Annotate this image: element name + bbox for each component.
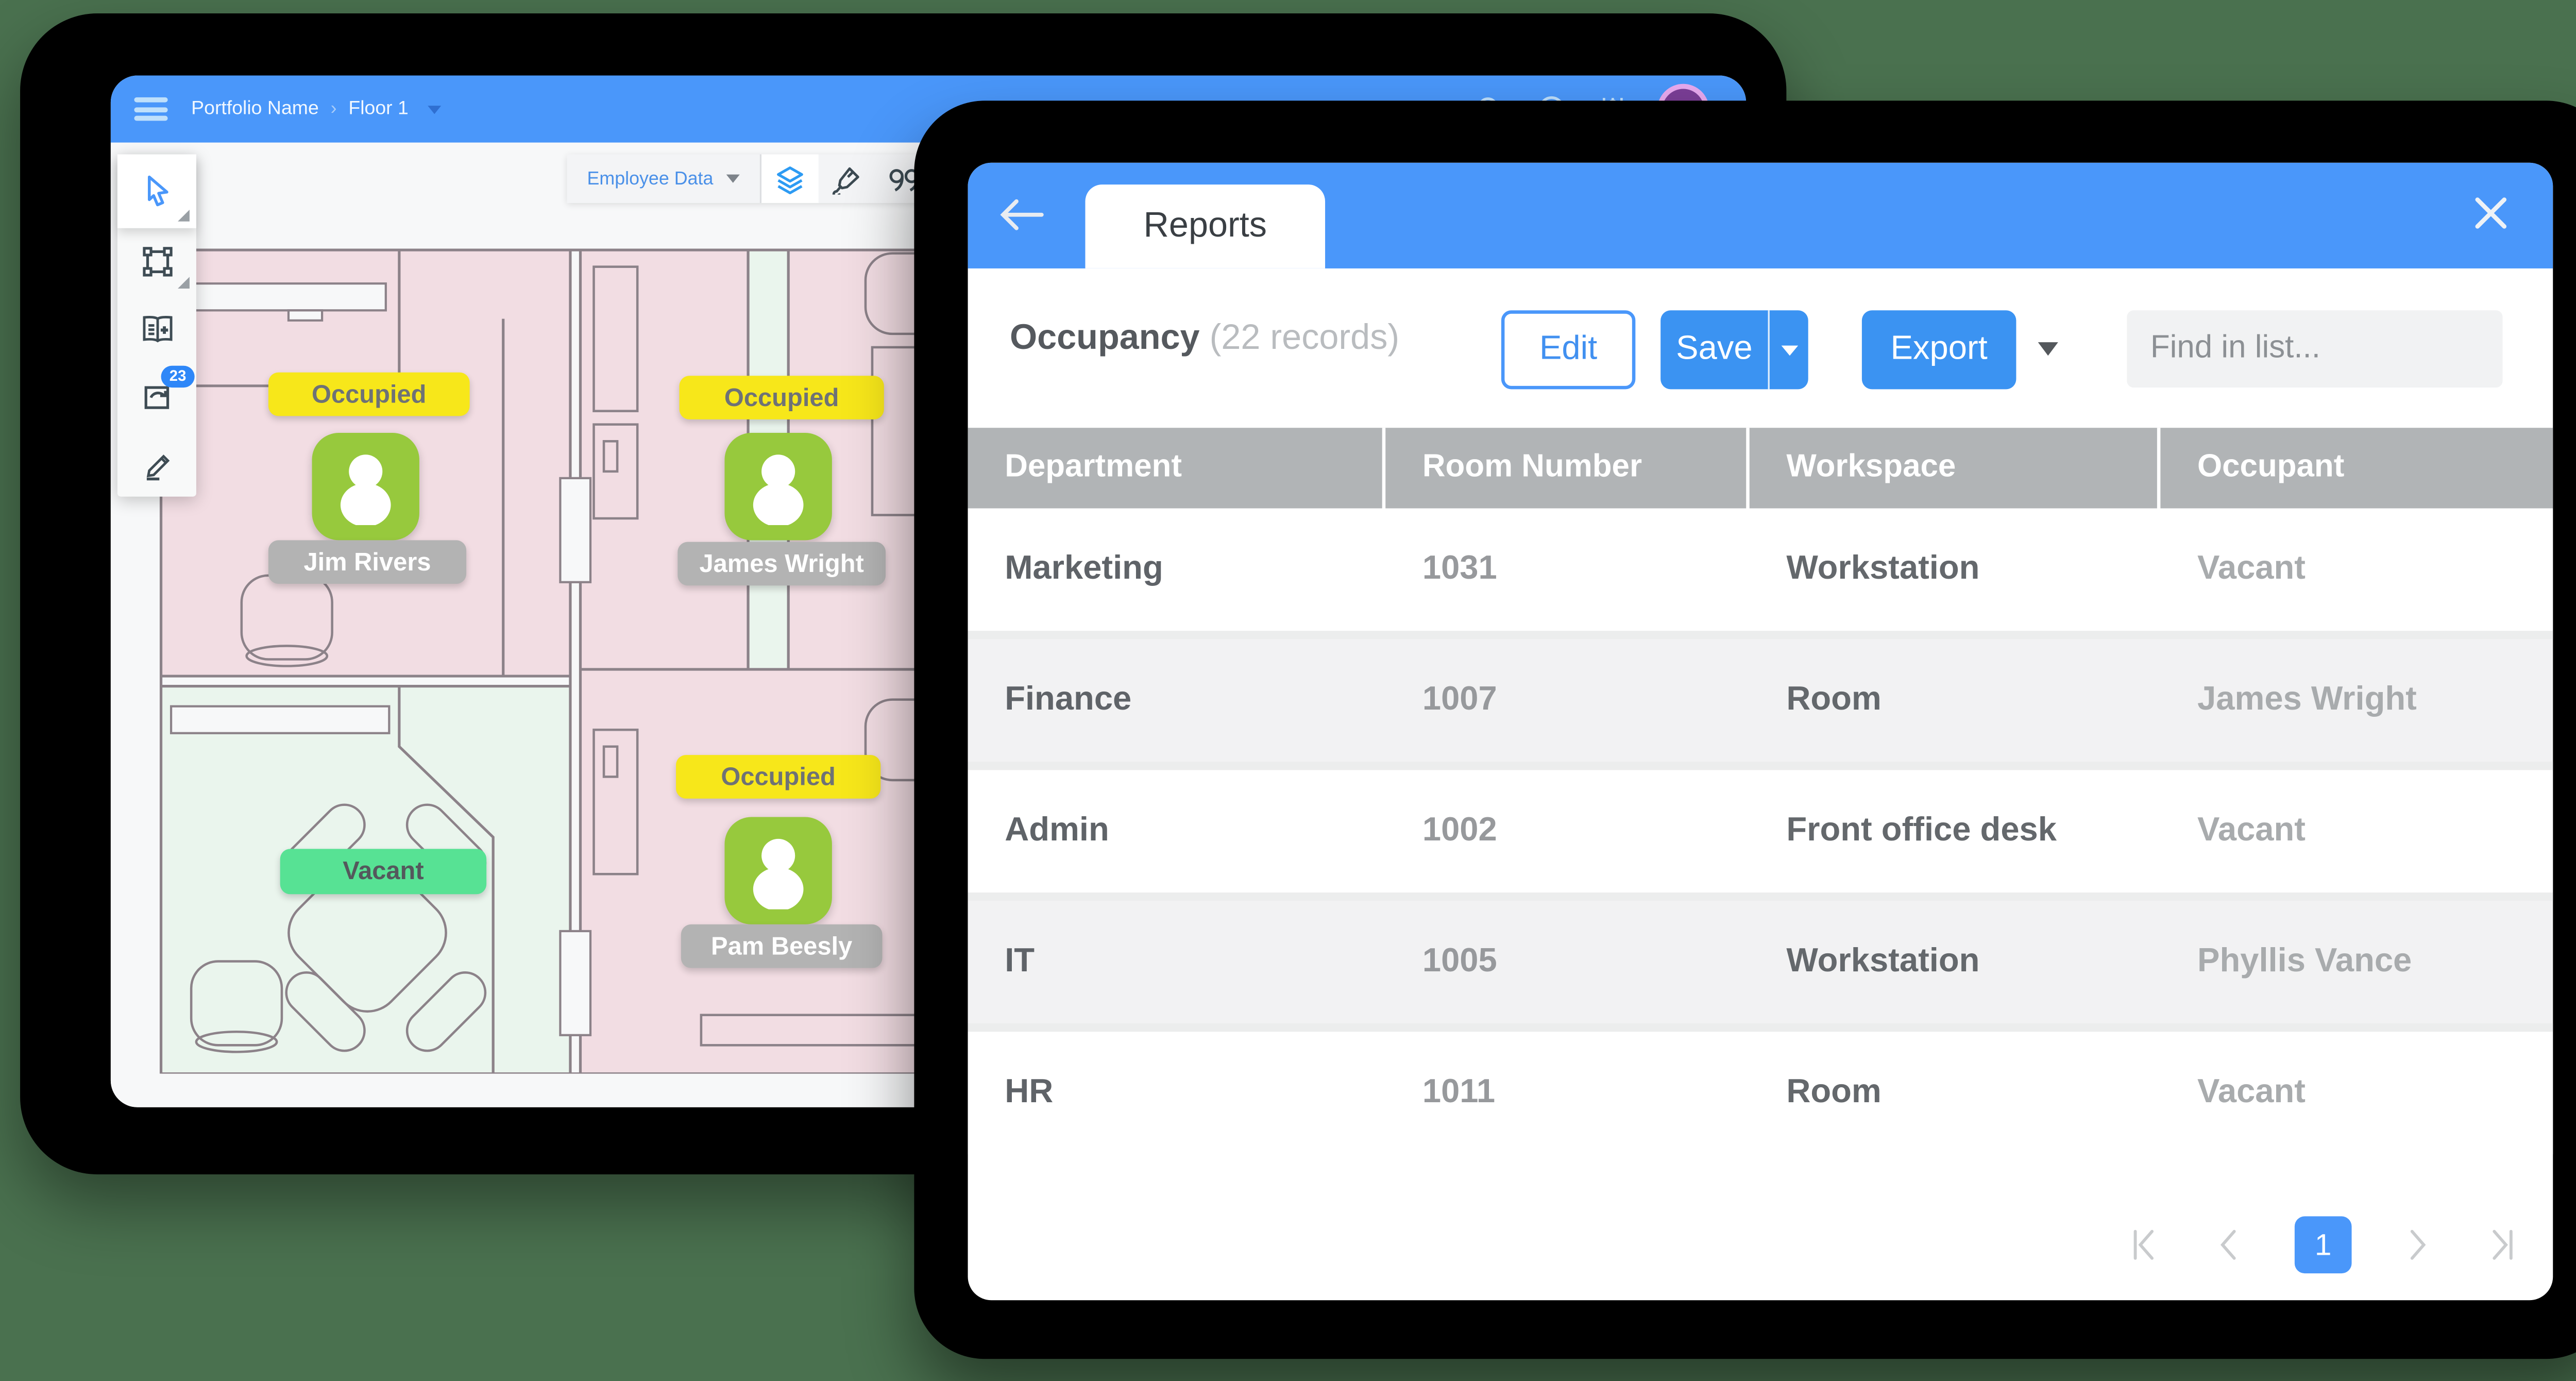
cursor-icon bbox=[147, 175, 168, 207]
table-row[interactable]: Marketing 1031 Workstation Vacant bbox=[968, 508, 2553, 639]
hamburger-menu-icon[interactable] bbox=[134, 97, 168, 121]
layers-icon bbox=[777, 165, 804, 194]
pencil-icon bbox=[146, 454, 169, 481]
table-row[interactable]: Finance 1007 Room James Wright bbox=[968, 639, 2553, 770]
cell-department: Admin bbox=[1005, 812, 1109, 849]
export-dropdown-caret-icon[interactable] bbox=[2038, 342, 2058, 356]
cell-workspace: Workstation bbox=[1786, 942, 1980, 980]
cell-department: HR bbox=[1005, 1073, 1054, 1111]
cell-occupant: Vacant bbox=[2197, 1073, 2306, 1111]
breadcrumb: Portfolio Name › Floor 1 bbox=[191, 99, 440, 119]
cell-department: IT bbox=[1005, 942, 1035, 980]
add-record-icon bbox=[142, 315, 172, 343]
save-button[interactable]: Save bbox=[1676, 330, 1753, 368]
pagination: 1 bbox=[2124, 1216, 2523, 1274]
close-icon[interactable] bbox=[2469, 191, 2513, 243]
reports-modal: Reports Occupancy (22 records) Edit Save… bbox=[968, 162, 2553, 1301]
occupant-name-label[interactable]: Jim Rivers bbox=[268, 540, 467, 584]
cell-workspace: Workstation bbox=[1786, 550, 1980, 587]
status-badge-occupied[interactable]: Occupied bbox=[268, 372, 470, 416]
save-dropdown-button[interactable] bbox=[1768, 310, 1808, 390]
report-name: Occupancy bbox=[1009, 318, 1200, 358]
breadcrumb-separator-icon: › bbox=[330, 99, 337, 120]
table-row[interactable]: HR 1011 Room Vacant bbox=[968, 1032, 2553, 1154]
find-in-list-box[interactable] bbox=[2127, 310, 2553, 388]
edit-button[interactable]: Edit bbox=[1501, 310, 1636, 390]
floor-dropdown-caret-icon[interactable] bbox=[427, 105, 440, 113]
tool-palette: 23 bbox=[117, 154, 196, 497]
record-count: (22 records) bbox=[1209, 318, 1400, 358]
transform-tool-button[interactable] bbox=[117, 228, 196, 295]
occupancy-table: Department Room Number Workspace Occupan… bbox=[968, 428, 2553, 1154]
brush-icon bbox=[833, 166, 860, 194]
export-button[interactable]: Export bbox=[1861, 310, 2016, 390]
paint-format-button[interactable] bbox=[819, 155, 876, 203]
cell-room: 1002 bbox=[1422, 812, 1497, 849]
occupant-name-label[interactable]: James Wright bbox=[677, 542, 886, 586]
cell-occupant: Vacant bbox=[2197, 812, 2306, 849]
person-marker-icon[interactable] bbox=[312, 432, 419, 541]
sync-tool-button[interactable]: 23 bbox=[117, 362, 196, 429]
table-row[interactable]: Admin 1002 Front office desk Vacant bbox=[968, 770, 2553, 901]
tab-reports[interactable]: Reports bbox=[1085, 184, 1326, 268]
cell-room: 1007 bbox=[1422, 681, 1497, 718]
table-header-row: Department Room Number Workspace Occupan… bbox=[968, 428, 2553, 509]
column-header-room-number[interactable]: Room Number bbox=[1385, 428, 1750, 509]
chevron-down-icon bbox=[1780, 345, 1798, 355]
find-in-list-input[interactable] bbox=[2147, 329, 2553, 369]
chevron-down-icon bbox=[726, 174, 740, 183]
sync-count-badge: 23 bbox=[161, 365, 195, 388]
reports-modal-header: Reports bbox=[968, 162, 2553, 268]
report-title: Occupancy (22 records) bbox=[1010, 319, 1399, 359]
cell-occupant: James Wright bbox=[2197, 681, 2417, 718]
layers-button[interactable] bbox=[761, 154, 819, 203]
cell-occupant: Phyllis Vance bbox=[2197, 942, 2412, 980]
cell-room: 1031 bbox=[1422, 550, 1497, 587]
add-record-tool-button[interactable] bbox=[117, 295, 196, 362]
table-row[interactable]: IT 1005 Workstation Phyllis Vance bbox=[968, 901, 2553, 1032]
cell-room: 1005 bbox=[1422, 942, 1497, 980]
next-page-button[interactable] bbox=[2397, 1225, 2437, 1265]
first-page-button[interactable] bbox=[2124, 1225, 2164, 1265]
current-page-button[interactable]: 1 bbox=[2294, 1216, 2352, 1274]
occupant-name-label[interactable]: Pam Beesly bbox=[681, 924, 883, 968]
draw-tool-button[interactable] bbox=[117, 429, 196, 496]
person-marker-icon[interactable] bbox=[724, 817, 832, 924]
column-header-department[interactable]: Department bbox=[968, 428, 1386, 509]
back-button[interactable] bbox=[995, 193, 1048, 245]
last-page-button[interactable] bbox=[2482, 1225, 2522, 1265]
save-split-button[interactable]: Save bbox=[1660, 310, 1808, 390]
cell-workspace: Room bbox=[1786, 1073, 1882, 1111]
column-header-workspace[interactable]: Workspace bbox=[1750, 428, 2161, 509]
floorplan-drawing bbox=[159, 248, 973, 1074]
cell-room: 1011 bbox=[1422, 1073, 1496, 1111]
status-badge-occupied[interactable]: Occupied bbox=[679, 376, 884, 419]
column-header-occupant[interactable]: Occupant bbox=[2197, 449, 2345, 485]
transform-icon bbox=[142, 247, 172, 277]
toolbar-divider bbox=[760, 154, 762, 203]
status-badge-vacant[interactable]: Vacant bbox=[280, 849, 487, 895]
previous-page-button[interactable] bbox=[2209, 1225, 2249, 1265]
breadcrumb-portfolio[interactable]: Portfolio Name bbox=[191, 99, 319, 120]
cell-department: Marketing bbox=[1005, 550, 1163, 587]
dataset-dropdown[interactable]: Employee Data bbox=[567, 155, 760, 203]
reports-toolbar: Occupancy (22 records) Edit Save Export bbox=[968, 268, 2553, 428]
person-marker-icon[interactable] bbox=[724, 432, 832, 541]
cell-workspace: Front office desk bbox=[1786, 812, 2057, 849]
cell-occupant: Vacant bbox=[2197, 550, 2306, 587]
cell-department: Finance bbox=[1005, 681, 1132, 718]
dataset-label: Employee Data bbox=[587, 169, 714, 189]
tool-submenu-flick bbox=[178, 277, 190, 289]
cell-workspace: Room bbox=[1786, 681, 1882, 718]
sync-icon bbox=[144, 386, 168, 409]
cursor-tool-button[interactable] bbox=[117, 154, 196, 228]
breadcrumb-floor[interactable]: Floor 1 bbox=[348, 99, 409, 120]
tool-submenu-flick bbox=[178, 209, 190, 222]
status-badge-occupied[interactable]: Occupied bbox=[676, 755, 881, 799]
